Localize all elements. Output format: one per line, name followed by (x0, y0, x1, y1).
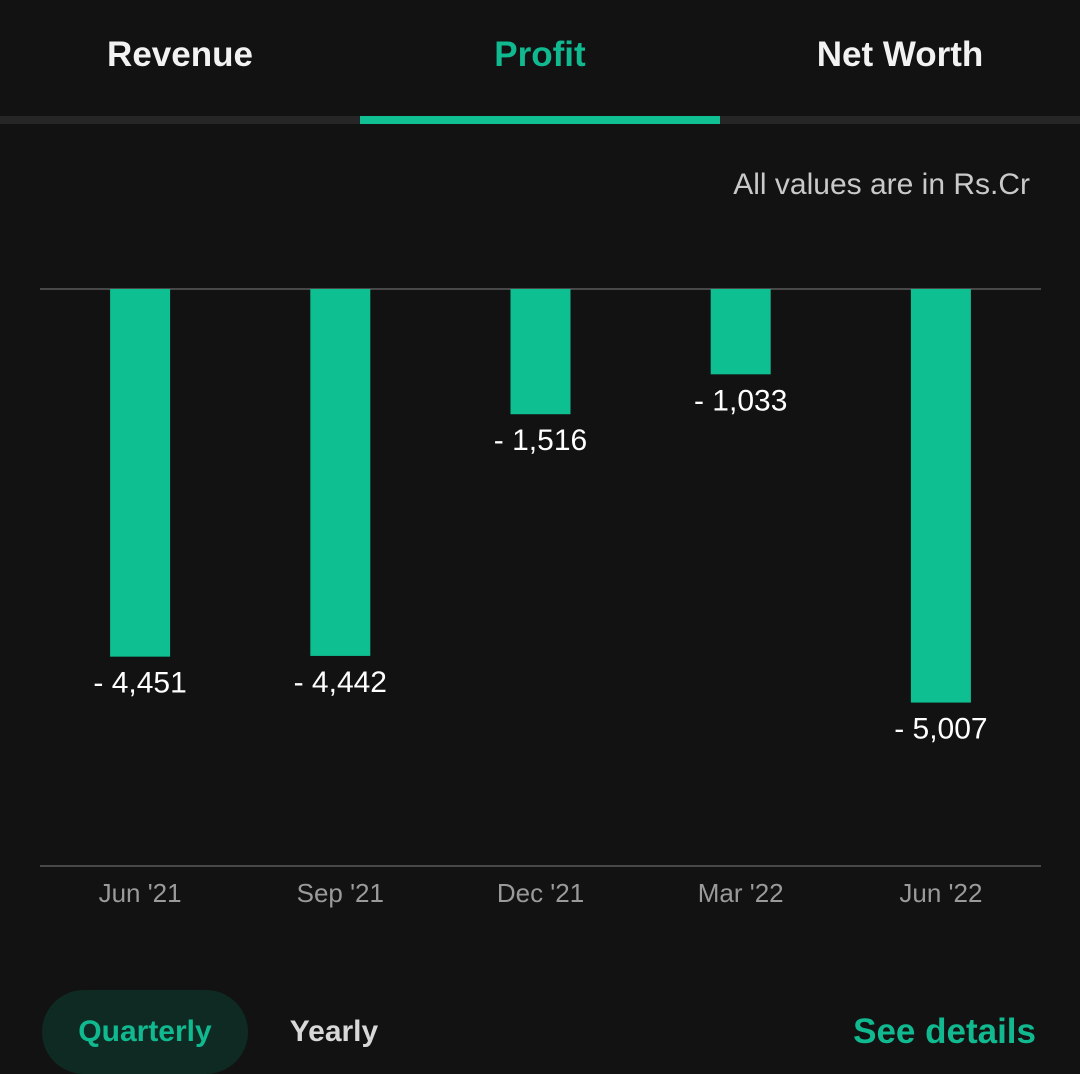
tab-revenue[interactable]: Revenue (107, 35, 253, 74)
see-details-link[interactable]: See details (853, 1012, 1036, 1051)
tab-net-worth[interactable]: Net Worth (816, 35, 984, 74)
x-tick-label-4: Jun '22 (899, 878, 982, 908)
active-tab-indicator (360, 116, 720, 124)
x-tick-label-0: Jun '21 (99, 878, 182, 908)
profit-bar-chart: - 4,451 - 4,442 - 1,516 - 1,033 - 5,007 Jun … (40, 288, 1041, 908)
bar-3[interactable] (710, 289, 771, 375)
tab-profit[interactable]: Profit (494, 35, 586, 74)
bars-group (110, 289, 971, 703)
bar-4[interactable] (910, 289, 971, 703)
value-label-4: - 5,007 (894, 713, 987, 746)
x-tick-label-1: Sep '21 (297, 878, 384, 908)
bottom-controls: Quarterly Yearly See details (0, 990, 1080, 1074)
value-label-3: - 1,033 (694, 384, 787, 417)
value-label-0: - 4,451 (93, 667, 186, 700)
metric-tabs: Revenue Profit Net Worth (0, 0, 1080, 124)
x-tick-label-2: Dec '21 (497, 878, 584, 908)
bar-1[interactable] (310, 289, 371, 656)
value-labels-group: - 4,451 - 4,442 - 1,516 - 1,033 - 5,007 (93, 384, 987, 745)
x-tick-labels-group: Jun '21 Sep '21 Dec '21 Mar '22 Jun '22 (99, 878, 983, 908)
quarterly-toggle[interactable]: Quarterly (42, 990, 248, 1074)
yearly-toggle[interactable]: Yearly (289, 1015, 379, 1048)
value-label-2: - 1,516 (494, 424, 587, 457)
unit-note: All values are in Rs.Cr (733, 168, 1030, 201)
x-tick-label-3: Mar '22 (698, 878, 784, 908)
bar-0[interactable] (110, 289, 171, 657)
value-label-1: - 4,442 (294, 666, 387, 699)
bar-2[interactable] (510, 289, 571, 415)
